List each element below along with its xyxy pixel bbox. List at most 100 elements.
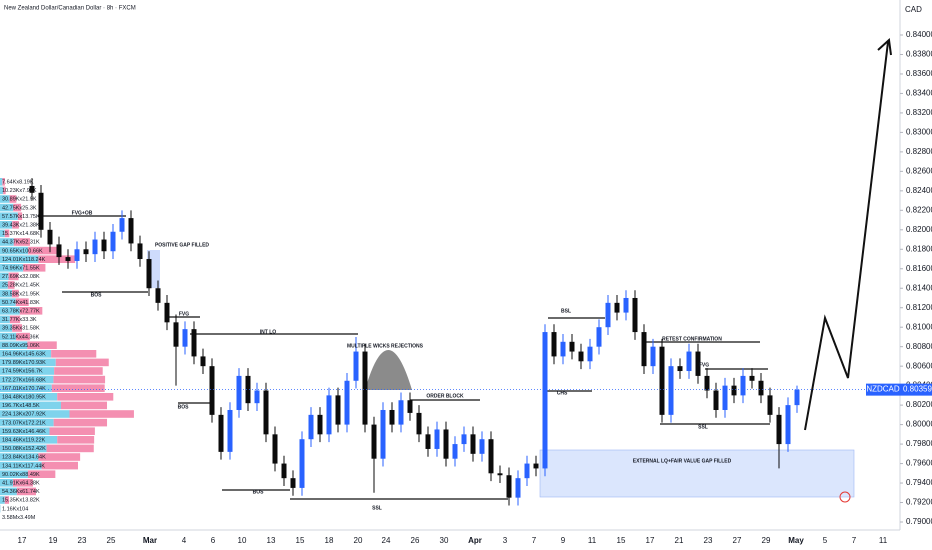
candle-body	[785, 405, 791, 445]
vp-sell-bar	[12, 324, 22, 332]
x-tick-label: 5	[823, 536, 828, 545]
candle-body	[407, 400, 413, 413]
candle-body	[461, 434, 467, 445]
vp-buy-bar	[0, 470, 28, 478]
vp-label: 167.01Kx170.74K	[2, 386, 46, 392]
x-tick-label: 27	[733, 536, 742, 545]
x-tick-label: 15	[296, 536, 305, 545]
candle-body	[308, 414, 314, 440]
candle-body	[722, 385, 728, 410]
candle-body	[425, 434, 431, 449]
projection-path	[804, 41, 889, 431]
annotation: BSL	[561, 308, 571, 314]
annotation: BOS	[178, 404, 190, 410]
vp-label: 184.48Kx180.95K	[2, 394, 46, 400]
vp-buy-bar	[0, 255, 39, 263]
vp-buy-bar	[0, 358, 56, 367]
vp-label: 10.23Kx7.94K	[2, 188, 37, 194]
vp-buy-bar	[0, 212, 18, 220]
vp-label: 15.37Kx14.68K	[2, 231, 40, 237]
event-icon[interactable]	[839, 491, 851, 503]
vp-sell-bar	[53, 375, 106, 384]
candle-body	[605, 302, 611, 328]
vp-label: 1.16Kx104	[2, 506, 28, 512]
vp-label: 7.64Kx8.19K	[2, 179, 34, 185]
vp-sell-bar	[8, 272, 19, 281]
vp-sell-bar	[17, 212, 23, 220]
candle-body	[641, 332, 647, 367]
candle-body	[128, 218, 134, 244]
vp-label: 50.74Kx41.83K	[2, 300, 40, 306]
last-price-label: 0.80359	[903, 385, 932, 394]
vp-label: 30.89Kx21.9K	[2, 197, 37, 203]
vp-buy-bar	[0, 186, 4, 195]
vp-buy-bar	[0, 272, 9, 281]
x-tick-label: 10	[238, 536, 247, 545]
vp-sell-bar	[9, 315, 21, 324]
candle-body	[74, 249, 80, 261]
candle-body	[506, 475, 512, 498]
fvg-zone	[539, 449, 855, 498]
x-tick-label: 30	[440, 536, 449, 545]
vp-buy-bar	[0, 487, 17, 496]
vp-label: 63.78Kx72.77K	[2, 308, 40, 314]
vp-label: 123.84Kx134.64K	[2, 455, 46, 461]
candle-body	[56, 244, 62, 258]
vp-buy-bar	[0, 384, 52, 392]
vp-label: 150.08Kx152.42K	[2, 446, 46, 452]
x-tick-label: 23	[704, 536, 713, 545]
candle-body	[272, 434, 278, 464]
candle-body	[776, 414, 782, 445]
vp-buy-bar	[0, 444, 47, 453]
vp-label: 38.58Kx21.95K	[2, 291, 40, 297]
candle-body	[245, 375, 251, 404]
candle-body	[335, 395, 341, 425]
vp-sell-bar	[28, 246, 60, 255]
vp-label: 174.59Kx156.7K	[2, 369, 43, 375]
x-tick-label: 17	[646, 536, 655, 545]
vp-sell-bar	[11, 289, 19, 298]
candle-body	[434, 429, 440, 449]
candle-body	[254, 390, 260, 404]
vp-sell-bar	[13, 203, 22, 212]
candle-body	[191, 329, 197, 357]
vp-label: 164.96Kx145.63K	[2, 351, 46, 357]
candle-body	[380, 409, 386, 459]
candle-body	[686, 351, 692, 372]
annotation: BOS	[253, 489, 265, 495]
candle-body	[101, 239, 107, 252]
candle-body	[515, 478, 521, 498]
candle-body	[218, 414, 224, 452]
x-tick-label: 21	[675, 536, 684, 545]
vp-label: 42.75Kx25.3K	[2, 205, 37, 211]
vp-sell-bar	[13, 238, 30, 246]
vp-label: 90.02Kx88.49K	[2, 472, 40, 478]
candle-body	[371, 424, 377, 459]
candle-body	[398, 400, 404, 425]
candle-body	[155, 288, 161, 303]
candle-body	[659, 346, 665, 415]
candle-body	[416, 412, 422, 435]
vp-label: 173.07Kx172.21K	[2, 420, 46, 426]
candle-body	[227, 409, 233, 452]
vp-buy-bar	[0, 307, 20, 315]
vp-buy-bar	[0, 401, 61, 410]
structure-lines	[38, 215, 770, 500]
candle-body	[794, 389, 800, 406]
vp-buy-bar	[0, 203, 14, 212]
candle-body	[569, 341, 575, 352]
vp-sell-bar	[12, 479, 33, 487]
candle-body	[164, 302, 170, 323]
x-tick-label: 17	[18, 536, 27, 545]
x-tick-label: 24	[382, 536, 391, 545]
x-tick-label: 26	[411, 536, 420, 545]
